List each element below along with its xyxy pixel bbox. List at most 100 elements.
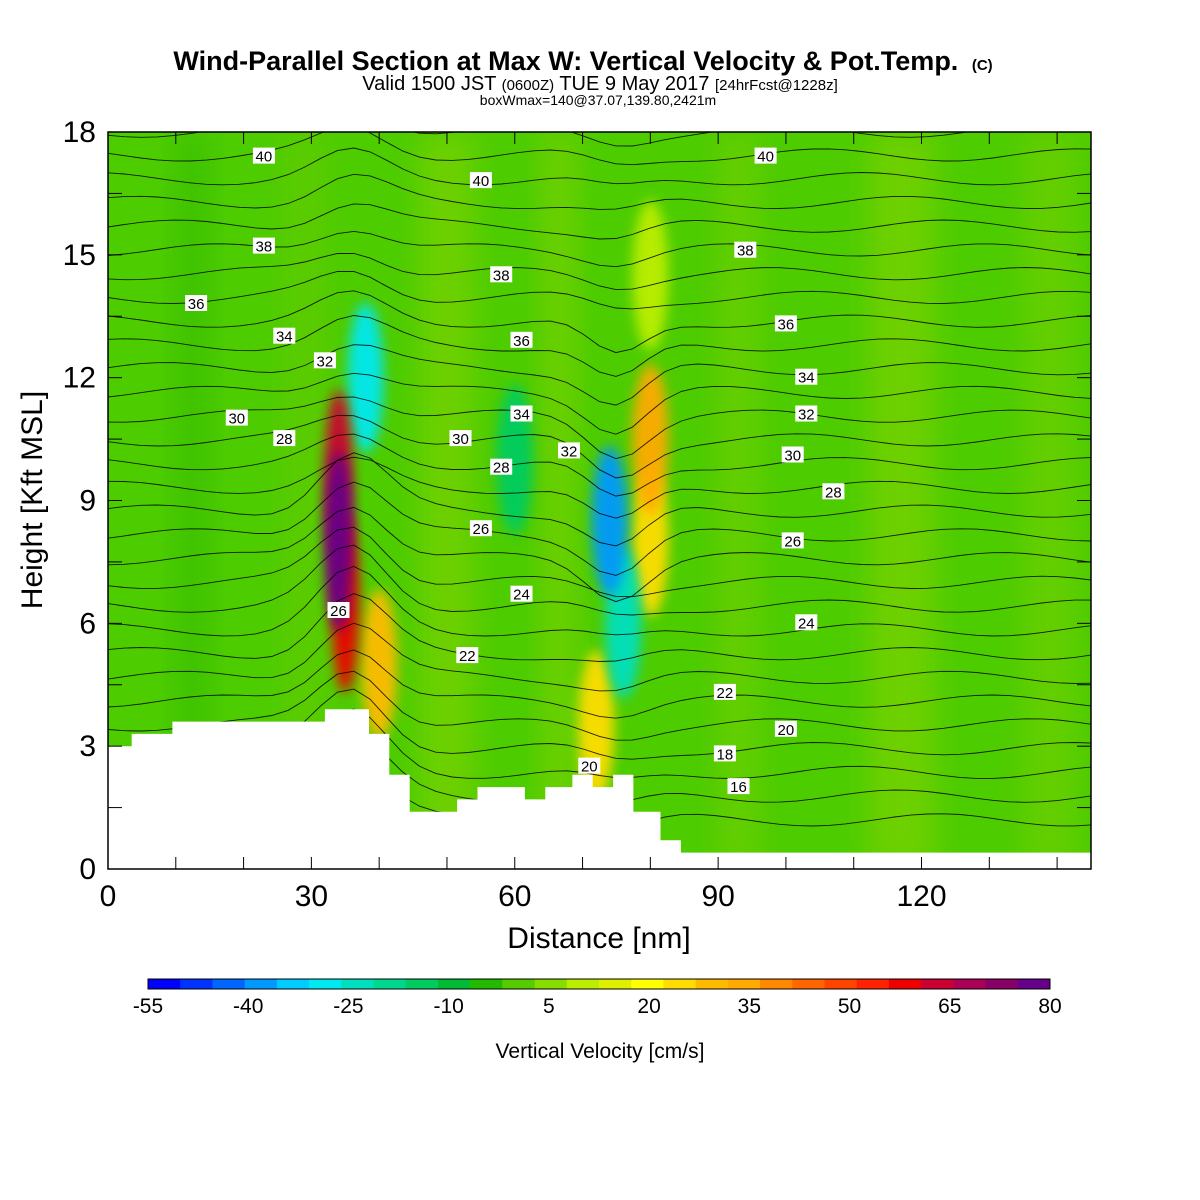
contour-label-text: 16: [730, 779, 747, 796]
contour-label: 32: [795, 405, 818, 424]
colorbar-swatch: [566, 979, 600, 989]
contour-label-bg: [252, 237, 275, 254]
isentrope-line: [108, 372, 1091, 435]
contour-label: 28: [822, 483, 845, 501]
isentrope-line: [108, 252, 1091, 291]
contour-label: 26: [469, 520, 492, 538]
contour-label: 36: [510, 331, 533, 350]
colorbar-tick-label: -55: [133, 995, 163, 1018]
isentrope-line: [108, 344, 1091, 406]
velocity-cell: [496, 384, 533, 535]
velocity-cell: [591, 445, 628, 596]
contour-label-text: 30: [784, 448, 801, 465]
contour-label-text: 34: [513, 407, 530, 424]
isentrope-line: [108, 506, 1091, 603]
contour-label-bg: [252, 147, 275, 164]
isentrope-line: [108, 132, 971, 147]
contour-label: 30: [225, 409, 248, 428]
contour-label-bg: [558, 442, 580, 459]
x-tick-label: 30: [295, 880, 328, 913]
colorbar-tick-label: -10: [433, 995, 463, 1018]
contour-label-bg: [795, 614, 818, 631]
subtitle-fcst: [24hrFcst@1228z]: [715, 77, 838, 94]
contour-label-bg: [273, 327, 296, 344]
field-band: [1023, 132, 1078, 869]
chart-title: Wind-Parallel Section at Max W: Vertical…: [173, 46, 992, 76]
plot-area: 40 40 40 38 38 38 36 36 36 34 34 34 32 32 32 30 30 30 28 28…: [108, 132, 1091, 869]
colorbar-swatch: [470, 979, 503, 989]
colorbar-tick-label: 5: [543, 995, 555, 1018]
contour-label: 30: [781, 446, 804, 465]
subtitle-valid: Valid 1500 JST: [362, 73, 496, 95]
colorbar-swatch: [792, 979, 825, 989]
isentrope-line: [108, 649, 1091, 719]
colorbar-swatch: [276, 979, 310, 989]
contour-label: 38: [252, 237, 275, 256]
contour-label-bg: [795, 368, 818, 385]
subtitle-date: TUE 9 May 2017: [559, 73, 709, 95]
contour-label: 34: [795, 368, 818, 387]
contour-label-text: 30: [228, 411, 245, 428]
x-axis-label: Distance [nm]: [507, 922, 690, 955]
contour-label-bg: [449, 430, 472, 447]
y-tick-label: 6: [79, 607, 96, 640]
y-tick-label: 9: [79, 485, 96, 518]
chart-title-mark: (C): [972, 57, 993, 74]
contour-label-text: 40: [256, 149, 273, 166]
colorbar-swatch: [695, 979, 729, 989]
contour-label: 40: [469, 172, 492, 190]
contour-label-text: 36: [513, 333, 530, 350]
colorbar-swatch: [212, 979, 246, 989]
colorbar-swatch: [985, 979, 1019, 989]
contour-label-bg: [510, 331, 533, 348]
contour-label-text: 30: [452, 431, 469, 448]
colorbar-swatch: [405, 979, 439, 989]
colorbar-swatch: [1017, 979, 1051, 989]
contour-label-bg: [781, 446, 804, 463]
contour-label-text: 32: [561, 443, 578, 460]
field-band: [541, 132, 576, 869]
y-tick-label: 12: [63, 362, 96, 395]
contour-label: 26: [327, 602, 350, 620]
contour-label-text: 24: [513, 587, 530, 604]
colorbar-label: Vertical Velocity [cm/s]: [496, 1040, 705, 1063]
contour-label-text: 38: [737, 243, 754, 260]
contour-label-text: 28: [493, 460, 510, 477]
colorbar-swatch: [148, 979, 181, 989]
colorbar-swatch: [244, 979, 278, 989]
contour-label-bg: [578, 757, 601, 774]
contour-label-text: 38: [493, 267, 510, 284]
field-band: [419, 132, 475, 869]
isentrope-line: [108, 481, 1091, 576]
colorbar-frame: [147, 978, 1051, 990]
contour-label: 28: [490, 458, 513, 477]
contour-label: 36: [774, 315, 797, 333]
contour-labels: 40 40 40 38 38 38 36 36 36 34 34 34 32 32 32 30 30 30 28 28…: [185, 147, 845, 796]
isentrope-line: [108, 526, 1091, 598]
colorbar-tick-label: -25: [333, 995, 363, 1018]
chart-title-text: Wind-Parallel Section at Max W: Vertical…: [173, 46, 958, 76]
contour-label-bg: [781, 532, 804, 549]
contour-label-text: 34: [276, 329, 293, 346]
colorbar-swatch: [599, 979, 632, 989]
velocity-cell: [361, 589, 398, 740]
contour-label: 38: [490, 266, 513, 284]
y-tick-label: 0: [79, 853, 96, 886]
isentrope-line: [108, 396, 1091, 460]
contour-label-bg: [490, 458, 513, 475]
contour-label: 24: [795, 614, 818, 632]
contour-label: 34: [273, 327, 296, 346]
contour-label-bg: [469, 172, 492, 189]
contour-label: 34: [510, 405, 533, 424]
contour-label-text: 24: [798, 615, 815, 632]
chart-subtitle: Valid 1500 JST (0600Z) TUE 9 May 2017 [2…: [362, 73, 838, 95]
contour-label: 36: [185, 295, 208, 313]
contour-label-bg: [510, 405, 533, 422]
contour-label: 40: [252, 147, 275, 166]
colorbar-tick-label: 80: [1038, 995, 1061, 1018]
colorbar-swatch: [953, 979, 987, 989]
colorbar-swatch: [180, 979, 213, 989]
velocity-field-cells: [324, 200, 669, 801]
colorbar-swatch: [534, 979, 568, 989]
